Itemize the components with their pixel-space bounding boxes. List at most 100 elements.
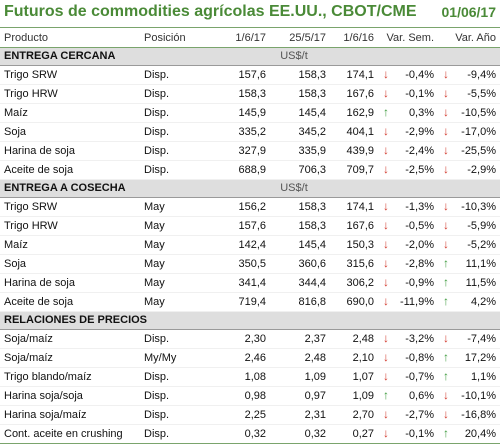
arrow-down-icon: ↓ [383,350,389,364]
year-change-cell: -5,9% [454,216,500,236]
table-row: Soja May 350,5 360,6 315,6 ↓ -2,8% ↑ 11,1% [0,254,500,274]
product-cell: Soja [0,122,140,142]
year-ago-price-cell: 315,6 [330,254,378,274]
table-row: Harina soja/maíz Disp. 2,25 2,31 2,70 ↓ -2,7% ↓… [0,405,500,425]
year-change-cell: -10,5% [454,103,500,123]
week-change-arrow-cell: ↓ [378,122,394,142]
prices-table: Producto Posición 1/6/17 25/5/17 1/6/16 … [0,29,500,444]
arrow-down-icon: ↓ [383,143,389,157]
current-price-cell: 719,4 [210,292,270,312]
commodity-futures-report: Futuros de commodities agrícolas EE.UU.,… [0,3,500,444]
col-header-week-change: Var. Sem. [378,29,439,48]
week-change-cell: -0,1% [394,424,439,444]
position-cell: May [140,235,210,255]
week-change-cell: -0,5% [394,216,439,236]
table-row: Cont. aceite en crushing Disp. 0,32 0,32 0,2… [0,424,500,444]
week-ago-price-cell: 2,37 [270,329,330,349]
year-ago-price-cell: 439,9 [330,141,378,161]
product-cell: Aceite de soja [0,160,140,180]
week-change-cell: -0,1% [394,84,439,104]
week-ago-price-cell: 335,9 [270,141,330,161]
position-cell: Disp. [140,103,210,123]
week-change-arrow-cell: ↓ [378,65,394,85]
year-change-arrow-cell: ↓ [438,405,455,425]
year-change-arrow-cell: ↑ [438,367,455,387]
week-change-arrow-cell: ↓ [378,405,394,425]
product-cell: Soja/maíz [0,329,140,349]
year-change-arrow-cell: ↓ [438,235,455,255]
position-cell: May [140,292,210,312]
arrow-down-icon: ↓ [383,331,389,345]
current-price-cell: 2,30 [210,329,270,349]
position-cell: Disp. [140,141,210,161]
year-ago-price-cell: 167,6 [330,84,378,104]
current-price-cell: 157,6 [210,65,270,85]
arrow-down-icon: ↓ [443,143,450,157]
year-change-cell: -5,2% [454,235,500,255]
col-header-year-change: Var. Año [438,29,500,48]
year-change-arrow-cell: ↓ [438,160,455,180]
year-change-arrow-cell: ↓ [438,65,455,85]
arrow-down-icon: ↓ [383,275,389,289]
product-cell: Harina soja/soja [0,386,140,406]
week-change-cell: -1,3% [394,197,439,217]
arrow-down-icon: ↓ [383,294,389,308]
arrow-up-icon: ↑ [383,388,389,402]
year-change-arrow-cell: ↓ [438,141,455,161]
week-ago-price-cell: 145,4 [270,235,330,255]
year-change-cell: -5,5% [454,84,500,104]
product-cell: Trigo SRW [0,197,140,217]
year-ago-price-cell: 1,09 [330,386,378,406]
year-change-cell: -17,0% [454,122,500,142]
arrow-up-icon: ↑ [443,350,450,364]
week-change-arrow-cell: ↓ [378,141,394,161]
arrow-up-icon: ↑ [443,426,450,440]
week-change-cell: 0,6% [394,386,439,406]
position-cell: My/My [140,348,210,368]
header-divider [0,27,500,28]
year-ago-price-cell: 2,48 [330,329,378,349]
current-price-cell: 688,9 [210,160,270,180]
current-price-cell: 156,2 [210,197,270,217]
week-change-arrow-cell: ↓ [378,235,394,255]
section-unit: US$/t [210,179,378,198]
table-row: Trigo SRW Disp. 157,6 158,3 174,1 ↓ -0,4% ↓ -9,4… [0,65,500,85]
product-cell: Maíz [0,103,140,123]
arrow-down-icon: ↓ [443,199,450,213]
week-change-arrow-cell: ↓ [378,348,394,368]
current-price-cell: 341,4 [210,273,270,293]
table-row: Harina de soja May 341,4 344,4 306,2 ↓ -0,9% ↑ 1… [0,273,500,293]
col-header-current: 1/6/17 [210,29,270,48]
week-ago-price-cell: 0,32 [270,424,330,444]
table-row: Soja/maíz Disp. 2,30 2,37 2,48 ↓ -3,2% ↓ -7,4% [0,329,500,349]
arrow-up-icon: ↑ [443,369,450,383]
year-ago-price-cell: 0,27 [330,424,378,444]
product-cell: Trigo HRW [0,84,140,104]
arrow-up-icon: ↑ [443,294,450,308]
position-cell: Disp. [140,329,210,349]
section-header-row: ENTREGA A COSECHA US$/t [0,179,500,198]
week-ago-price-cell: 345,2 [270,122,330,142]
week-change-arrow-cell: ↑ [378,103,394,123]
arrow-up-icon: ↑ [383,105,389,119]
year-change-cell: -10,1% [454,386,500,406]
year-ago-price-cell: 150,3 [330,235,378,255]
current-price-cell: 158,3 [210,84,270,104]
year-change-arrow-cell: ↓ [438,197,455,217]
year-change-cell: 11,1% [454,254,500,274]
week-ago-price-cell: 158,3 [270,65,330,85]
position-cell: Disp. [140,424,210,444]
week-change-arrow-cell: ↓ [378,292,394,312]
arrow-up-icon: ↑ [443,275,450,289]
week-ago-price-cell: 2,48 [270,348,330,368]
arrow-down-icon: ↓ [443,124,450,138]
col-header-week-ago: 25/5/17 [270,29,330,48]
section-header-row: ENTREGA CERCANA US$/t [0,47,500,66]
year-change-cell: -10,3% [454,197,500,217]
position-cell: Disp. [140,84,210,104]
section-title: ENTREGA CERCANA [0,47,210,66]
table-row: Harina de soja Disp. 327,9 335,9 439,9 ↓ -2,4%… [0,141,500,161]
current-price-cell: 0,32 [210,424,270,444]
year-change-cell: -2,9% [454,160,500,180]
year-change-cell: 17,2% [454,348,500,368]
